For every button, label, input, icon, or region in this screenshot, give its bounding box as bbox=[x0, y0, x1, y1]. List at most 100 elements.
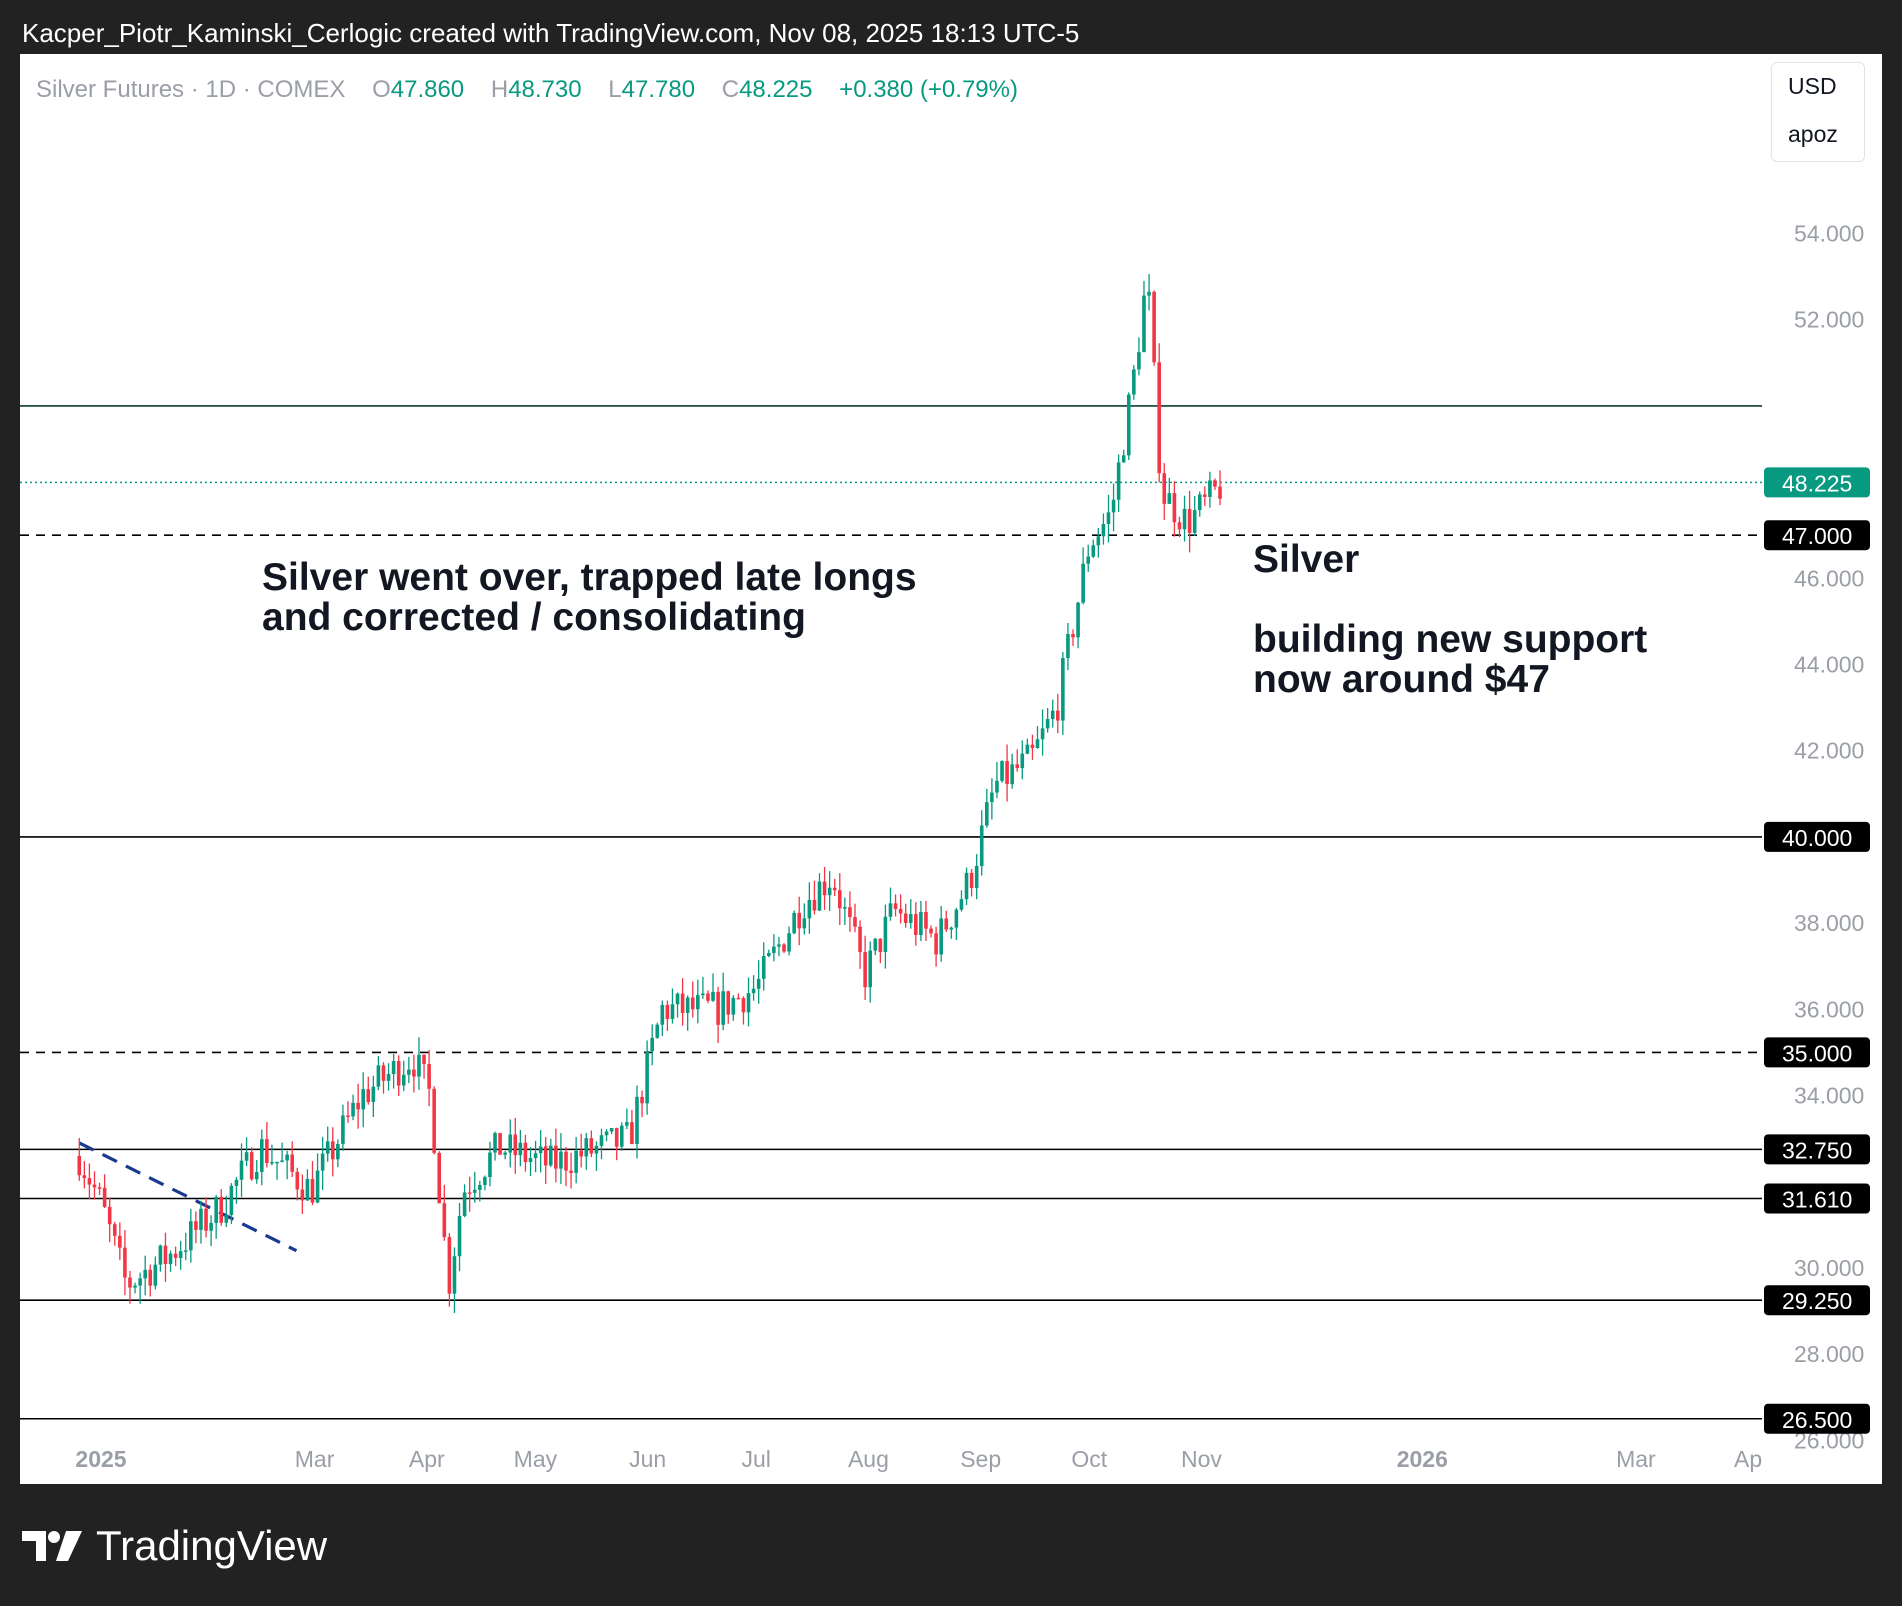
candle-body bbox=[407, 1069, 411, 1075]
candle-body bbox=[625, 1122, 629, 1126]
candle-body bbox=[554, 1145, 558, 1169]
scale-menu[interactable]: USD apoz bbox=[1771, 62, 1865, 162]
tradingview-footer[interactable]: TradingView bbox=[22, 1522, 327, 1570]
candle-body bbox=[696, 995, 700, 1010]
candle-body bbox=[143, 1269, 147, 1279]
candle-body bbox=[82, 1175, 87, 1179]
candle-body bbox=[244, 1152, 249, 1161]
candle-body bbox=[716, 991, 720, 1025]
candle-body bbox=[903, 913, 908, 923]
price-badge bbox=[1764, 1403, 1870, 1434]
candle-body bbox=[133, 1285, 137, 1288]
price-badge bbox=[1764, 520, 1870, 551]
candle-body bbox=[701, 993, 705, 996]
candle-body bbox=[189, 1221, 193, 1251]
candle-body bbox=[148, 1269, 153, 1286]
candle-body bbox=[1101, 523, 1106, 537]
candle-body bbox=[665, 1004, 670, 1019]
candle-body bbox=[741, 998, 746, 1013]
candle-body bbox=[1177, 522, 1182, 530]
candle-body bbox=[614, 1128, 619, 1147]
candle-body bbox=[229, 1185, 234, 1216]
candle-body bbox=[964, 872, 969, 900]
price-badge-label: 48.225 bbox=[1782, 470, 1852, 496]
candle-body bbox=[138, 1278, 142, 1286]
candle-body bbox=[650, 1037, 654, 1052]
candle-body bbox=[559, 1151, 563, 1169]
candle-body bbox=[107, 1206, 112, 1225]
candle-body bbox=[1106, 512, 1111, 524]
scale-mode-button[interactable]: apoz bbox=[1788, 121, 1838, 147]
candle-body bbox=[589, 1138, 594, 1154]
price-tick-label: 38.000 bbox=[1794, 910, 1864, 936]
horizontal-levels bbox=[20, 405, 1762, 1420]
candle-body bbox=[1071, 634, 1075, 638]
candle-body bbox=[680, 993, 685, 1013]
chart-panel[interactable] bbox=[20, 54, 1882, 1484]
candle-body bbox=[1162, 473, 1167, 504]
candle-body bbox=[726, 991, 731, 1015]
price-badge-label: 29.250 bbox=[1782, 1288, 1852, 1314]
candle-body bbox=[1086, 556, 1091, 564]
currency-button[interactable]: USD bbox=[1788, 73, 1837, 99]
tradingview-logo-icon bbox=[22, 1531, 82, 1561]
candle-body bbox=[675, 993, 680, 1005]
open-label: O bbox=[372, 76, 391, 103]
candle-body bbox=[767, 952, 771, 957]
price-badge-label: 32.750 bbox=[1782, 1137, 1852, 1163]
time-tick-label: 2026 bbox=[1397, 1446, 1448, 1472]
symbol-label: Silver Futures · 1D · COMEX bbox=[36, 76, 346, 103]
candle-body bbox=[711, 991, 715, 1001]
candle-body bbox=[325, 1141, 330, 1154]
candle-body bbox=[594, 1145, 599, 1154]
candle-body bbox=[280, 1160, 284, 1162]
annotation-right-title: Silver bbox=[1253, 538, 1360, 581]
candle-body bbox=[1040, 728, 1045, 740]
candle-body bbox=[214, 1196, 218, 1223]
candle-body bbox=[467, 1192, 472, 1194]
candle-body bbox=[315, 1170, 320, 1203]
candle-body bbox=[163, 1245, 168, 1265]
candle-body bbox=[1213, 480, 1217, 487]
candle-body bbox=[1197, 494, 1202, 511]
price-badge bbox=[1764, 1134, 1870, 1165]
candle-body bbox=[858, 926, 862, 953]
time-tick-label: Sep bbox=[960, 1446, 1001, 1472]
candle-body bbox=[777, 944, 781, 947]
candle-body bbox=[508, 1134, 513, 1153]
candle-body bbox=[1000, 761, 1004, 781]
candle-body bbox=[386, 1074, 391, 1081]
candle-body bbox=[361, 1089, 365, 1110]
annotation-left-line2: and corrected / consolidating bbox=[262, 596, 806, 639]
candle-body bbox=[772, 946, 776, 953]
candle-body bbox=[1182, 508, 1187, 530]
candle-body bbox=[173, 1253, 178, 1258]
candle-body bbox=[1066, 634, 1070, 659]
candle-body bbox=[919, 912, 923, 936]
candle-body bbox=[493, 1133, 497, 1153]
candle-body bbox=[599, 1135, 604, 1146]
price-chart[interactable]: 26.00028.00030.00034.00036.00038.00042.0… bbox=[20, 54, 1882, 1484]
candle-body bbox=[128, 1277, 132, 1288]
candle-body bbox=[249, 1152, 254, 1180]
candle-body bbox=[949, 927, 954, 930]
close-value: 48.225 bbox=[739, 76, 813, 103]
candle-body bbox=[787, 933, 791, 952]
candle-body bbox=[969, 872, 974, 888]
candle-body bbox=[1167, 493, 1172, 504]
brand-name: TradingView bbox=[96, 1522, 328, 1569]
candle-body bbox=[498, 1133, 502, 1155]
candle-body bbox=[1208, 480, 1212, 497]
candle-body bbox=[391, 1061, 396, 1075]
candle-body bbox=[1045, 719, 1050, 729]
candle-body bbox=[513, 1134, 518, 1156]
time-axis: 2025 Mar Apr May Jun Jul Aug Sep Oct Nov 2026 Mar Ap bbox=[75, 1446, 1762, 1472]
annotation-right-line2: now around $47 bbox=[1253, 658, 1550, 701]
candle-body bbox=[295, 1171, 300, 1190]
candle-body bbox=[1126, 394, 1131, 456]
candle-body bbox=[635, 1096, 639, 1144]
candle-body bbox=[118, 1235, 122, 1248]
candle-body bbox=[270, 1162, 274, 1164]
candle-body bbox=[528, 1158, 533, 1163]
price-tick-label: 28.000 bbox=[1794, 1341, 1864, 1367]
